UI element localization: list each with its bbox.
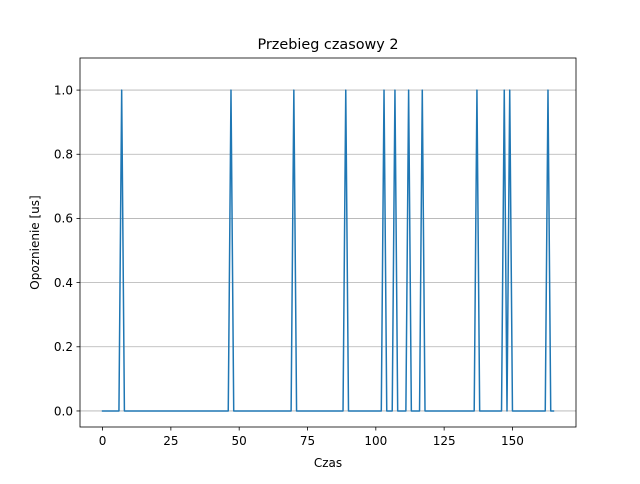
x-ticks-layer: 0 25 50 75 100 125 150: [99, 427, 524, 448]
plot-frame: [79, 57, 577, 428]
x-tick-label: 75: [300, 434, 315, 448]
x-tick-label: 0: [99, 434, 107, 448]
chart-title: Przebieg czasowy 2: [257, 37, 398, 53]
y-tick-label: 0.4: [54, 276, 73, 290]
y-tick-label: 0.2: [54, 340, 73, 354]
x-tick-label: 150: [501, 434, 524, 448]
y-ticks-layer: 0.0 0.2 0.4 0.6 0.8 1.0: [54, 83, 80, 418]
x-axis-label: Czas: [314, 456, 342, 470]
series-line: [101, 89, 555, 412]
series-layer: [101, 89, 555, 412]
x-tick-label: 125: [433, 434, 456, 448]
x-tick-label: 25: [163, 434, 178, 448]
y-tick-label: 1.0: [54, 83, 73, 97]
y-axis-label: Opoznienie [us]: [28, 195, 42, 289]
x-tick-label: 50: [232, 434, 247, 448]
y-tick-label: 0.0: [54, 404, 73, 418]
y-tick-label: 0.6: [54, 212, 73, 226]
x-tick-label: 100: [364, 434, 387, 448]
y-tick-label: 0.8: [54, 148, 73, 162]
